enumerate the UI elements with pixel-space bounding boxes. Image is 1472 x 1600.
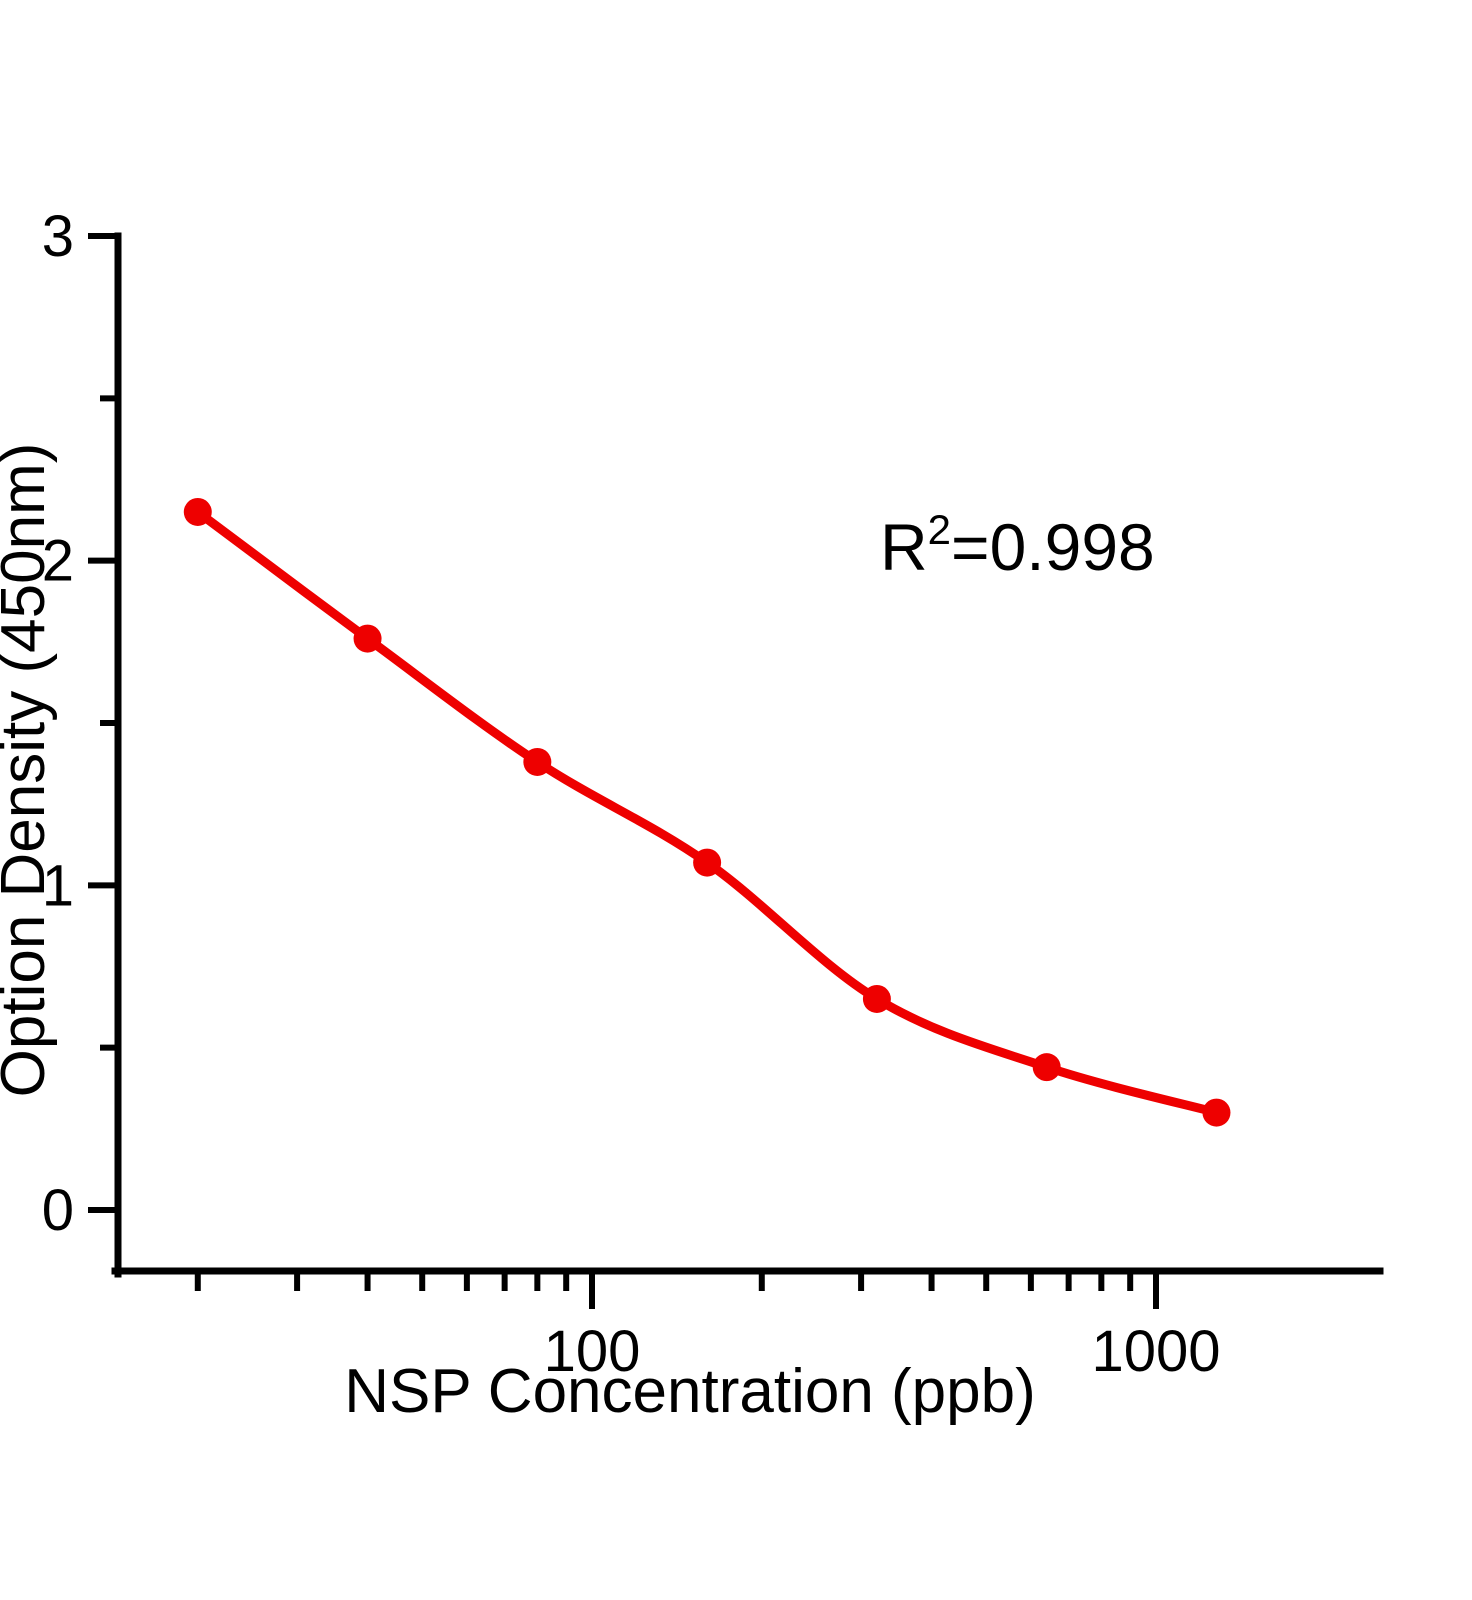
axis-spines [111, 232, 1384, 1278]
y-tick-label: 2 [42, 529, 74, 594]
y-tick-label: 0 [42, 1178, 74, 1243]
data-point [353, 624, 382, 653]
x-tick-label: 1000 [1091, 1319, 1220, 1384]
y-axis-ticks: 0 1 2 3 [42, 204, 118, 1243]
data-point [693, 848, 722, 877]
r-squared-annotation: R2=0.998 [880, 506, 1155, 584]
fit-curve [193, 507, 1221, 1118]
data-point [523, 747, 552, 776]
y-tick-label: 1 [42, 853, 74, 918]
data-point [1032, 1053, 1061, 1082]
data-point [862, 984, 891, 1013]
data-point-group [183, 497, 1231, 1127]
y-tick-label: 3 [42, 204, 74, 269]
y-axis-label: Option Density (450nm) [0, 443, 58, 1098]
x-axis-label: NSP Concentration (ppb) [344, 1357, 1036, 1426]
data-point [1202, 1098, 1231, 1127]
data-point [183, 497, 212, 526]
x-tick-label: 100 [544, 1319, 641, 1384]
x-axis-ticks: 100 1000 [194, 1271, 1221, 1384]
